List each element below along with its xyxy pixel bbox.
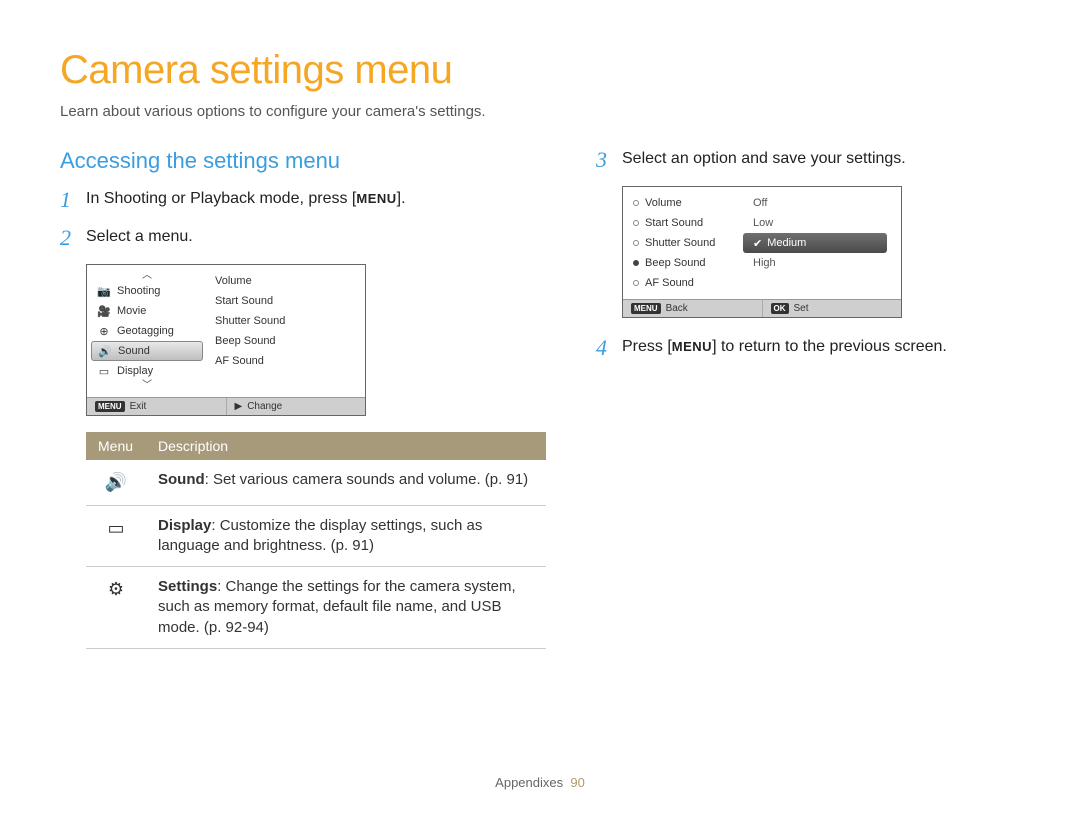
submenu-label: Beep Sound [645,257,706,269]
menu-item-sound: 🔊 Sound [91,341,203,361]
globe-icon: ⊕ [97,325,111,337]
menu-item-label: Movie [117,305,146,317]
description-table: Menu Description 🔊 Sound: Set various ca… [86,432,546,649]
step-number: 4 [596,336,622,360]
section-heading: Accessing the settings menu [60,148,546,174]
bullet-icon [633,260,639,266]
step-text: In Shooting or Playback mode, press [MEN… [86,188,546,210]
submenu-label: AF Sound [645,277,694,289]
table-cell: Sound: Set various camera sounds and vol… [146,460,546,505]
menu-item-label: Shooting [117,285,160,297]
footer-page-number: 90 [570,775,584,790]
bullet-icon [633,280,639,286]
submenu-afsound: AF Sound [623,273,743,293]
step-text: Press [MENU] to return to the previous s… [622,336,1020,358]
bullet-icon [633,240,639,246]
step-1-pre: In Shooting or Playback mode, press [ [86,190,356,207]
menu-tag-icon: MENU [631,303,661,314]
submenu-item: Start Sound [213,291,349,311]
table-header-description: Description [146,432,546,460]
step-2: 2 Select a menu. [60,226,546,250]
step-text: Select a menu. [86,226,546,248]
camera-ui-options: Volume Start Sound Shutter Sound Beep So… [622,186,902,318]
menu-item-movie: 🎥 Movie [87,301,207,321]
sound-icon: 🔊 [98,345,112,357]
ok-tag-icon: OK [771,303,789,314]
left-column: Accessing the settings menu 1 In Shootin… [60,148,546,649]
table-cell: Display: Customize the display settings,… [146,505,546,567]
settings-icon: ⚙ [86,567,146,649]
menu-item-label: Geotagging [117,325,174,337]
submenu-label: Shutter Sound [645,237,715,249]
submenu-item: Volume [213,271,349,291]
step-number: 2 [60,226,86,250]
table-cell: Settings: Change the settings for the ca… [146,567,546,649]
submenu-label: Start Sound [645,217,703,229]
footer-label: Change [247,401,282,412]
step-number: 1 [60,188,86,212]
right-column: 3 Select an option and save your setting… [596,148,1020,649]
submenu-label: Volume [645,197,682,209]
check-icon: ✔ [753,237,762,250]
table-row: ▭ Display: Customize the display setting… [86,505,546,567]
option-label: Medium [767,237,806,249]
submenu-shuttersound: Shutter Sound [623,233,743,253]
menu-item-label: Display [117,365,153,377]
step-text: Select an option and save your settings. [622,148,1020,170]
display-icon: ▭ [97,365,111,377]
footer-label: Back [666,303,688,314]
footer-change: ▶ Change [226,398,366,415]
option-medium: ✔ Medium [743,233,887,253]
footer-back: MENU Back [623,300,762,317]
option-off: Off [743,193,887,213]
footer-label: Set [794,303,809,314]
step-1: 1 In Shooting or Playback mode, press [M… [60,188,546,212]
option-low: Low [743,213,887,233]
menu-item-display: ▭ Display [87,361,207,381]
step-4-pre: Press [ [622,338,672,355]
menu-item-label: Sound [118,345,150,357]
down-arrow-icon: ﹀ [87,381,207,391]
movie-icon: 🎥 [97,305,111,317]
step-4: 4 Press [MENU] to return to the previous… [596,336,1020,360]
footer-exit: MENU Exit [87,398,226,415]
page-subtitle: Learn about various options to configure… [60,103,1020,120]
option-high: High [743,253,887,273]
footer-section: Appendixes [495,775,563,790]
row-bold: Settings [158,578,217,595]
menu-item-shooting: 📷 Shooting [87,281,207,301]
bullet-icon [633,200,639,206]
table-row: ⚙ Settings: Change the settings for the … [86,567,546,649]
footer-label: Exit [130,401,147,412]
play-icon: ▶ [235,401,243,412]
row-bold: Display [158,517,211,534]
step-3: 3 Select an option and save your setting… [596,148,1020,172]
step-4-post: ] to return to the previous screen. [712,338,947,355]
page-title: Camera settings menu [60,48,1020,93]
step-1-post: ]. [397,190,406,207]
sound-icon: 🔊 [86,460,146,505]
submenu-item: Shutter Sound [213,311,349,331]
page-footer: Appendixes 90 [0,775,1080,790]
display-icon: ▭ [86,505,146,567]
submenu-volume: Volume [623,193,743,213]
menu-tag-icon: MENU [95,401,125,412]
menu-item-geotagging: ⊕ Geotagging [87,321,207,341]
table-header-menu: Menu [86,432,146,460]
camera-icon: 📷 [97,285,111,297]
submenu-item: Beep Sound [213,331,349,351]
submenu-item: AF Sound [213,351,349,371]
submenu-beepsound: Beep Sound [623,253,743,273]
submenu-startsound: Start Sound [623,213,743,233]
menu-label: MENU [672,338,712,356]
footer-set: OK Set [762,300,902,317]
bullet-icon [633,220,639,226]
table-row: 🔊 Sound: Set various camera sounds and v… [86,460,546,505]
row-text: : Set various camera sounds and volume. … [205,471,529,488]
row-bold: Sound [158,471,205,488]
camera-ui-menu: ︿ 📷 Shooting 🎥 Movie ⊕ Geotagging 🔊 Sound ▭ D… [86,264,366,416]
step-number: 3 [596,148,622,172]
menu-label: MENU [356,190,396,208]
up-arrow-icon: ︿ [87,271,207,281]
